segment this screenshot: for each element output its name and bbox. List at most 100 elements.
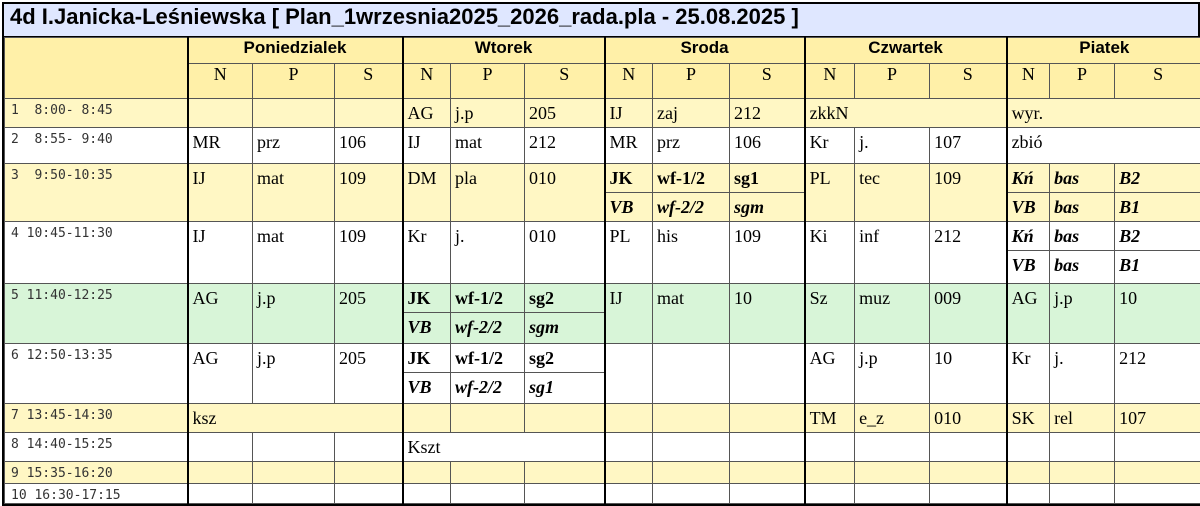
lesson-cell: mat (653, 284, 730, 344)
entry-p: j.p (859, 344, 929, 372)
column-header: N (605, 64, 653, 99)
entry-p: wf-1/2 (451, 344, 524, 373)
lesson-cell: 106 (335, 128, 403, 164)
lesson-cell: 109 (730, 222, 805, 284)
entry-n: TM (810, 404, 855, 432)
entry-text: zkkN (810, 99, 1006, 127)
lesson-cell: 009 (930, 284, 1007, 344)
lesson-cell: TM (805, 404, 855, 433)
entry-n: Kr (810, 128, 855, 156)
lesson-cell (653, 433, 730, 462)
entry-p: wf-2/2 (455, 373, 524, 401)
entry-n: PL (610, 222, 653, 250)
entry-s: sg2 (525, 344, 604, 373)
lesson-cell: 212 (525, 128, 605, 164)
column-header: P (451, 64, 525, 99)
lesson-cell (653, 344, 730, 404)
lesson-cell (855, 484, 930, 504)
entry-n: Ki (810, 222, 855, 250)
lesson-cell (253, 484, 335, 504)
merged-cell: zbió (1007, 128, 1200, 164)
lesson-cell (403, 462, 451, 484)
lesson-cell: 10 (1115, 284, 1200, 344)
entry-n: AG (193, 344, 253, 372)
lesson-cell: 205 (525, 99, 605, 128)
lesson-cell (1050, 433, 1115, 462)
lesson-cell: muz (855, 284, 930, 344)
lesson-cell: j. (855, 128, 930, 164)
lesson-cell (730, 433, 805, 462)
entry-p: e_z (859, 404, 929, 432)
lesson-cell (605, 433, 653, 462)
lesson-cell (1115, 462, 1200, 484)
entry-n: IJ (610, 284, 653, 312)
lesson-cell: 010 (525, 222, 605, 284)
lesson-cell: rel (1050, 404, 1115, 433)
lesson-cell (930, 462, 1007, 484)
entry-p: bas (1050, 222, 1114, 251)
lesson-cell (1007, 484, 1050, 504)
lesson-cell (335, 484, 403, 504)
lesson-cell: 205 (335, 344, 403, 404)
lesson-cell: AG (805, 344, 855, 404)
entry-p: j. (859, 128, 929, 156)
lesson-cell (855, 433, 930, 462)
entry-p: bas (1050, 164, 1114, 193)
time-cell: 5 11:40-12:25 (5, 284, 188, 344)
lesson-cell (525, 404, 605, 433)
lesson-cell (188, 484, 253, 504)
entry-p: inf (859, 222, 929, 250)
lesson-cell: j.p (253, 284, 335, 344)
lesson-cell (253, 99, 335, 128)
lesson-cell (525, 484, 605, 504)
entry-n: VB (610, 193, 653, 221)
lesson-cell (930, 484, 1007, 504)
lesson-cell: 212 (1115, 344, 1200, 404)
lesson-cell (253, 433, 335, 462)
entry-p: zaj (657, 99, 729, 127)
lesson-cell: MR (188, 128, 253, 164)
entry-n: IJ (610, 99, 653, 127)
column-header: S (335, 64, 403, 99)
lesson-cell: Ki (805, 222, 855, 284)
entry-s: 109 (339, 222, 402, 250)
entry-s: 205 (339, 284, 402, 312)
lesson-cell (653, 484, 730, 504)
entry-p: j.p (257, 284, 334, 312)
column-header: N (403, 64, 451, 99)
entry-p: mat (257, 164, 334, 192)
entry-s: 212 (734, 99, 804, 127)
entry-s: 212 (529, 128, 604, 156)
lesson-cell: AG (1007, 284, 1050, 344)
entry-n: Sz (810, 284, 855, 312)
merged-cell: zkkN (805, 99, 1007, 128)
lesson-row: 9 15:35-16:20 (5, 462, 1200, 484)
entry-n: IJ (408, 128, 451, 156)
lesson-cell (253, 462, 335, 484)
lesson-cell: Kr (403, 222, 451, 284)
time-cell: 1 8:00- 8:45 (5, 99, 188, 128)
entry-s: 010 (934, 404, 1006, 432)
lesson-cell (855, 462, 930, 484)
lesson-cell: e_z (855, 404, 930, 433)
lesson-cell: prz (653, 128, 730, 164)
lesson-cell (188, 99, 253, 128)
lesson-cell: Kr (805, 128, 855, 164)
lesson-row: 10 16:30-17:15 (5, 484, 1200, 504)
lesson-cell: mat (253, 164, 335, 222)
entry-text: zbió (1012, 128, 1200, 156)
column-header: S (930, 64, 1007, 99)
lesson-cell: IJ (605, 284, 653, 344)
lesson-cell: tec (855, 164, 930, 222)
entry-n: VB (1012, 251, 1050, 279)
